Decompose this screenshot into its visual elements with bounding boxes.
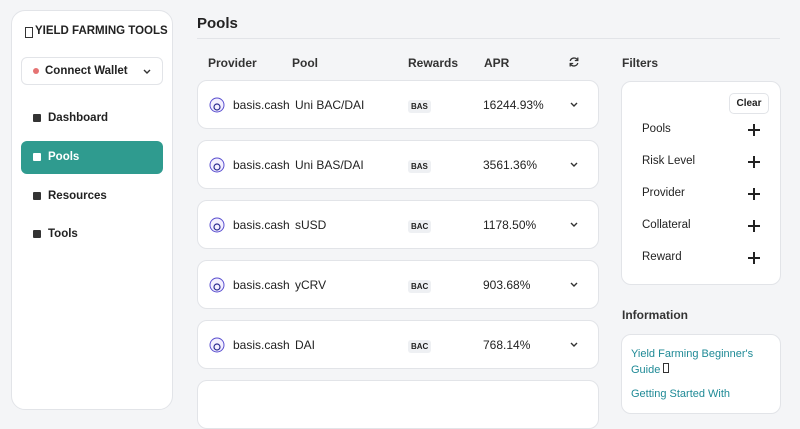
provider-icon [209,157,225,173]
nav-label: Tools [48,228,78,240]
pool-row[interactable]: basis.cash Uni BAS/DAI BAS 3561.36% [197,140,599,189]
provider-icon [209,217,225,233]
expand-chevron[interactable] [570,281,578,289]
logo-icon [25,27,33,38]
plus-v [753,252,755,264]
column-header: Provider [208,56,257,70]
nav-label: Resources [48,190,107,202]
pool-row[interactable]: basis.cash DAI BAC 768.14% [197,320,599,369]
filters-title: Filters [622,56,659,70]
information-title: Information [622,308,688,322]
filter-label: Reward [642,251,682,263]
pool-name: Uni BAC/DAI [295,98,365,112]
nav-label: Pools [48,151,80,163]
page-title: Pools [197,15,238,32]
plus-v [753,124,755,136]
nav-label: Dashboard [48,112,109,124]
plus-v [753,220,755,232]
apr: 3561.36% [483,158,538,172]
expand-chevron[interactable] [570,101,578,109]
filter-expand[interactable] [748,220,760,232]
expand-chevron[interactable] [570,221,578,229]
external-icon [663,363,670,373]
reward-badge: BAC [408,220,432,233]
filter-expand[interactable] [748,124,760,136]
pool-name: DAI [295,338,316,352]
reward-badge: BAS [408,100,431,113]
provider: basis.cash [233,98,290,112]
apr: 1178.50% [483,218,537,232]
column-header: Rewards [408,56,459,70]
pool-name: sUSD [295,218,327,232]
filter-label: Risk Level [642,155,696,167]
column-header: Pool [292,56,318,70]
expand-chevron[interactable] [570,161,578,169]
reward-badge: BAC [408,340,432,353]
filters-panel [621,81,781,285]
filter-expand[interactable] [748,156,760,168]
nav-icon [33,114,41,122]
plus-v [753,156,755,168]
provider-icon [209,337,225,353]
reward-badge: BAS [408,160,431,173]
pool-row[interactable]: basis.cash yCRV BAC 903.68% [197,260,599,309]
plus-v [753,188,755,200]
filter-label: Collateral [642,219,691,231]
nav-icon [33,192,41,200]
link-text: Yield Farming Beginner's Guide [631,348,754,376]
link[interactable]: Getting Started With [631,388,731,400]
provider-icon [209,97,225,113]
provider: basis.cash [233,218,290,232]
provider-icon [209,277,225,293]
link[interactable]: Yield Farming Beginner's Guide [631,346,761,378]
pool-row[interactable]: basis.cash Uni BAC/DAI BAS 16244.93% [197,80,599,129]
nav-item[interactable]: Resources [21,180,163,213]
nav-icon [33,153,41,161]
reward-badge: BAC [408,280,432,293]
expand-chevron[interactable] [570,341,578,349]
pool-row[interactable] [197,380,599,429]
pool-row[interactable]: basis.cash sUSD BAC 1178.50% [197,200,599,249]
page: YIELD FARMING TOOLS Connect Wallet Pools… [11,10,781,429]
pool-name: Uni BAS/DAI [295,158,364,172]
connect-wallet-button[interactable]: Connect Wallet [21,57,163,85]
filter-label: Provider [642,187,685,199]
status-dot [33,68,39,74]
column-header: APR [484,56,510,70]
filter-expand[interactable] [748,188,760,200]
refresh-button[interactable] [568,56,580,68]
apr: 768.14% [483,338,531,352]
provider: basis.cash [233,338,290,352]
nav-item[interactable]: Pools [21,141,163,174]
nav-item[interactable]: Dashboard [21,102,163,135]
clear-button[interactable]: Clear [729,93,769,114]
app-title: YIELD FARMING TOOLS [35,25,168,37]
button-label: Connect Wallet [45,65,128,77]
chevron [143,69,151,74]
divider [197,38,780,39]
provider: basis.cash [233,158,290,172]
provider: basis.cash [233,278,290,292]
filter-label: Pools [642,123,671,135]
nav-icon [33,230,41,238]
apr: 903.68% [483,278,531,292]
apr: 16244.93% [483,98,544,112]
nav-item[interactable]: Tools [21,218,163,251]
pool-name: yCRV [295,278,327,292]
filter-expand[interactable] [748,252,760,264]
